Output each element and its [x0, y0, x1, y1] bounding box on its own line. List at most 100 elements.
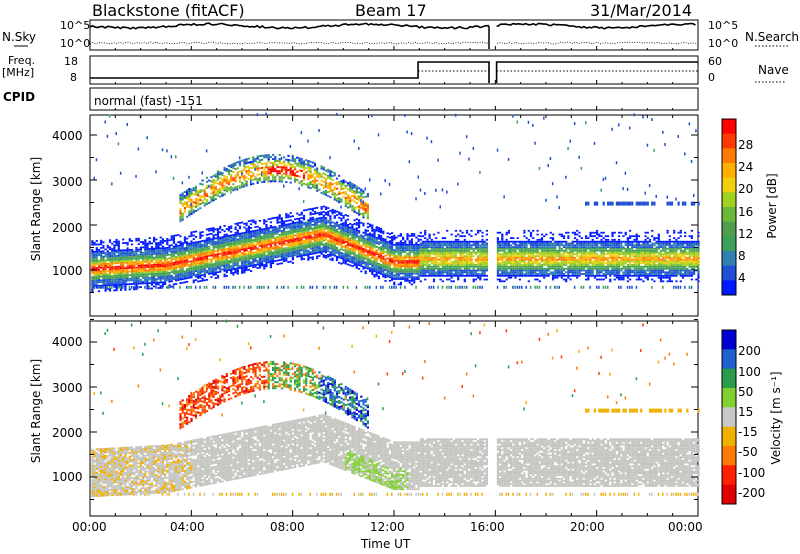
- power-cell: [373, 257, 376, 260]
- power-cell: [232, 259, 235, 262]
- power-cell: [166, 241, 169, 244]
- power-cell: [432, 249, 436, 252]
- power-cell: [309, 246, 312, 248]
- power-cell: [135, 288, 138, 291]
- power-cell: [465, 271, 469, 274]
- power-cell: [439, 278, 442, 281]
- power-cell: [362, 206, 365, 209]
- power-cell: [199, 197, 202, 200]
- power-cell: [236, 238, 239, 241]
- power-cell: [256, 177, 259, 180]
- power-cell: [272, 162, 275, 164]
- power-cell: [351, 185, 354, 187]
- power-cell: [477, 262, 480, 265]
- power-cell: [329, 233, 332, 236]
- power-cell: [234, 178, 237, 181]
- power-cell: [329, 196, 332, 199]
- power-cell: [245, 231, 248, 234]
- power-cell: [327, 230, 330, 233]
- power-cell: [413, 251, 416, 253]
- power-cell: [219, 173, 222, 176]
- power-cell: [424, 247, 427, 250]
- power-cell: [397, 234, 400, 237]
- power-cell: [364, 195, 367, 198]
- power-cell: [100, 259, 103, 262]
- power-cell: [283, 253, 286, 255]
- power-cell: [289, 222, 292, 225]
- power-cell: [142, 269, 145, 272]
- power-cell: [322, 180, 325, 183]
- power-cell: [408, 240, 411, 243]
- power-cell: [216, 244, 220, 247]
- power-cell: [298, 214, 301, 216]
- power-cell: [340, 200, 343, 203]
- power-cell: [283, 156, 286, 159]
- power-cell: [135, 277, 138, 280]
- power-cell: [216, 265, 220, 268]
- power-cell: [194, 266, 198, 269]
- power-cell: [161, 245, 164, 248]
- power-cell: [124, 287, 127, 289]
- power-cell: [128, 258, 131, 260]
- power-cell: [424, 246, 427, 248]
- power-cell: [166, 270, 169, 273]
- power-cell: [261, 232, 264, 234]
- power-speck: [241, 172, 243, 176]
- freq-label: Freq.: [8, 54, 36, 67]
- power-cell: [108, 266, 112, 269]
- power-cell: [358, 199, 361, 202]
- power-cell: [291, 226, 294, 228]
- power-cell: [329, 178, 332, 180]
- power-cell: [329, 215, 332, 218]
- power-cell: [267, 234, 270, 237]
- power-cell: [307, 259, 310, 261]
- power-cell: [324, 249, 328, 252]
- power-cell: [435, 253, 438, 256]
- power-cell: [236, 161, 239, 164]
- power-cell: [269, 217, 272, 220]
- power-cell: [272, 229, 275, 232]
- power-cell: [287, 214, 290, 217]
- power-cell: [408, 254, 411, 257]
- power-cell: [102, 252, 105, 254]
- power-cell: [238, 259, 242, 262]
- power-cell: [250, 232, 253, 235]
- power-cell: [201, 199, 204, 202]
- power-cell: [408, 267, 411, 270]
- power-speck: [97, 285, 100, 289]
- power-cell: [265, 243, 268, 246]
- power-cell: [417, 238, 420, 241]
- power-cell: [435, 237, 438, 239]
- power-cell: [296, 230, 299, 233]
- power-cell: [258, 155, 261, 158]
- power-cell: [113, 276, 116, 279]
- power-speck: [276, 285, 278, 289]
- power-cell: [232, 257, 235, 260]
- power-cell: [159, 242, 162, 244]
- power-cell: [219, 231, 222, 234]
- power-cell: [340, 237, 343, 240]
- power-cell: [329, 226, 332, 228]
- power-cell: [388, 261, 391, 264]
- power-cell: [483, 258, 486, 261]
- power-cell: [305, 221, 308, 224]
- power-cell: [155, 283, 158, 286]
- power-cell: [278, 158, 281, 161]
- power-cell: [380, 249, 383, 252]
- power-cell: [457, 273, 460, 275]
- power-cell: [309, 247, 312, 250]
- power-cell: [106, 246, 109, 249]
- power-cell: [393, 278, 396, 280]
- power-cell: [410, 274, 413, 277]
- power-cell: [102, 279, 105, 281]
- power-cell: [223, 261, 226, 263]
- power-cell: [313, 252, 317, 255]
- power-cell: [247, 265, 250, 268]
- power-cell: [459, 255, 462, 257]
- power-cell: [113, 258, 116, 261]
- power-speck: [155, 285, 157, 289]
- power-cell: [300, 211, 303, 214]
- power-cell: [148, 271, 151, 274]
- power-cell: [344, 253, 347, 256]
- power-speck: [360, 199, 362, 202]
